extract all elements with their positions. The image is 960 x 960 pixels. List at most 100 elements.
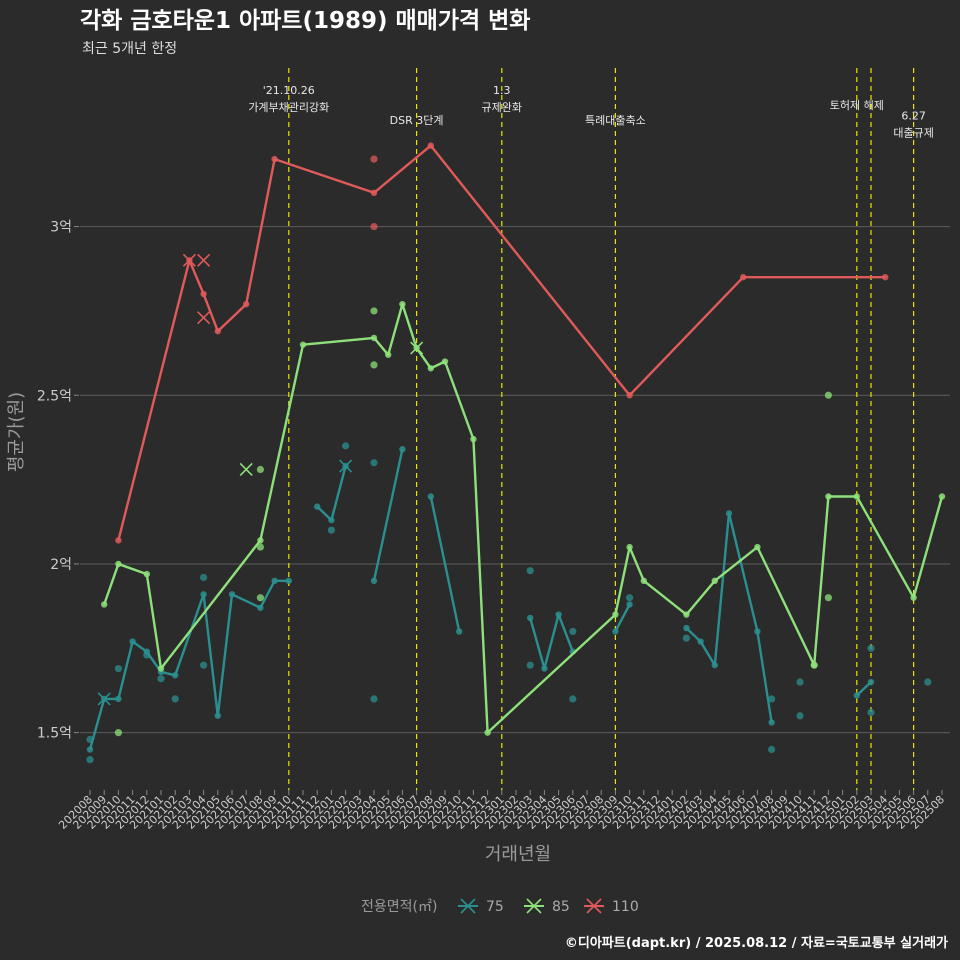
data-point-85 — [484, 729, 491, 736]
data-point-75 — [172, 672, 179, 679]
trade-point-75 — [370, 459, 378, 467]
trade-point-75 — [569, 627, 577, 636]
data-point-75 — [711, 661, 718, 669]
series-line-75 — [614, 603, 631, 632]
trade-point-85 — [370, 361, 378, 369]
data-point-85 — [853, 493, 860, 500]
data-point-85 — [640, 577, 647, 585]
data-point-110 — [427, 142, 434, 149]
legend-title: 전용면적(㎡) — [361, 899, 437, 915]
trade-point-85 — [114, 729, 122, 737]
cancelled-trade-mark-75 — [97, 692, 111, 706]
data-point-85 — [910, 594, 917, 601]
trade-point-75 — [86, 735, 94, 743]
event-label: 1.3 — [493, 84, 511, 97]
cancelled-trade-mark-85 — [410, 341, 424, 355]
trade-point-75 — [682, 634, 691, 642]
y-tick-label: 2.5억 — [37, 388, 72, 404]
data-point-75 — [399, 446, 406, 453]
trade-point-75 — [569, 695, 577, 703]
trade-point-75 — [171, 695, 179, 703]
data-point-75 — [427, 493, 434, 500]
series-layer — [86, 142, 946, 764]
trade-point-75 — [86, 756, 94, 764]
data-point-110 — [882, 273, 889, 281]
data-point-85 — [754, 543, 761, 551]
trade-point-75 — [768, 745, 776, 754]
data-point-75 — [527, 614, 534, 622]
data-point-75 — [370, 577, 378, 585]
data-point-85 — [157, 665, 165, 672]
trade-point-85 — [824, 391, 833, 399]
data-point-75 — [725, 510, 733, 517]
data-point-75 — [228, 591, 236, 598]
data-point-75 — [683, 624, 690, 632]
legend-key-mark-75 — [460, 898, 476, 914]
legend-label-110: 110 — [612, 899, 639, 915]
trade-point-75 — [200, 661, 208, 669]
data-point-75 — [115, 695, 122, 703]
series-line-85 — [103, 303, 944, 734]
trade-point-85 — [256, 543, 264, 551]
event-label: 6.27 — [901, 110, 926, 123]
trade-point-85 — [824, 594, 833, 602]
legend-key-mark-85 — [526, 898, 542, 914]
trade-point-75 — [867, 644, 875, 652]
y-tick-label: 1.5억 — [37, 726, 72, 742]
trade-point-75 — [157, 675, 165, 683]
data-point-85 — [470, 435, 477, 443]
grid — [80, 226, 950, 734]
trade-point-75 — [327, 526, 335, 534]
data-point-75 — [768, 719, 775, 726]
series-line-75 — [316, 465, 347, 522]
data-point-75 — [541, 665, 548, 672]
legend: 전용면적(㎡) 75 85 110 — [361, 898, 639, 915]
trade-point-75 — [924, 678, 932, 686]
data-point-110 — [200, 290, 207, 298]
event-label: 규제완화 — [482, 101, 522, 114]
chart-subtitle: 최근 5개년 한정 — [82, 41, 177, 57]
trade-point-75 — [796, 712, 804, 720]
data-point-110 — [271, 155, 278, 163]
cancelled-trade-mark-110 — [182, 253, 196, 267]
legend-label-75: 75 — [486, 899, 504, 915]
trade-point-75 — [114, 664, 122, 673]
series-line-75 — [372, 448, 404, 582]
event-label: DSR 3단계 — [390, 114, 444, 127]
data-point-85 — [441, 358, 449, 365]
data-point-75 — [626, 601, 633, 608]
trade-point-75 — [143, 651, 151, 659]
data-point-85 — [399, 300, 406, 308]
data-point-110 — [214, 327, 221, 335]
trade-point-85 — [256, 465, 264, 474]
y-tick-label: 3억 — [50, 220, 72, 236]
data-point-75 — [612, 628, 619, 635]
y-axis-label: 평균가(원) — [6, 392, 27, 472]
cancelled-trade-mark-110 — [197, 311, 211, 325]
data-point-75 — [456, 628, 463, 635]
data-point-110 — [243, 300, 250, 308]
y-tick-label: 2억 — [50, 557, 72, 573]
event-label: 가계부채관리강화 — [248, 101, 329, 114]
data-point-75 — [867, 678, 875, 686]
data-point-75 — [86, 746, 94, 753]
trade-point-85 — [810, 661, 818, 669]
event-label: 특례대출축소 — [585, 114, 646, 127]
data-point-85 — [626, 543, 633, 551]
x-axis-label: 거래년월 — [485, 844, 551, 865]
data-point-85 — [385, 351, 392, 358]
trade-point-75 — [796, 678, 804, 686]
data-point-85 — [370, 334, 378, 342]
series-line-75 — [529, 613, 574, 670]
data-point-110 — [740, 273, 747, 281]
trade-point-75 — [626, 594, 634, 602]
data-point-75 — [214, 712, 221, 719]
source-caption: ©디아파트(dapt.kr) / 2025.08.12 / 자료=국토교통부 실… — [565, 935, 948, 951]
data-point-110 — [370, 189, 378, 197]
data-point-85 — [257, 537, 264, 544]
data-point-75 — [129, 638, 136, 645]
data-point-85 — [825, 493, 832, 500]
data-point-75 — [853, 692, 860, 699]
cancelled-trade-mark-110 — [197, 253, 211, 267]
